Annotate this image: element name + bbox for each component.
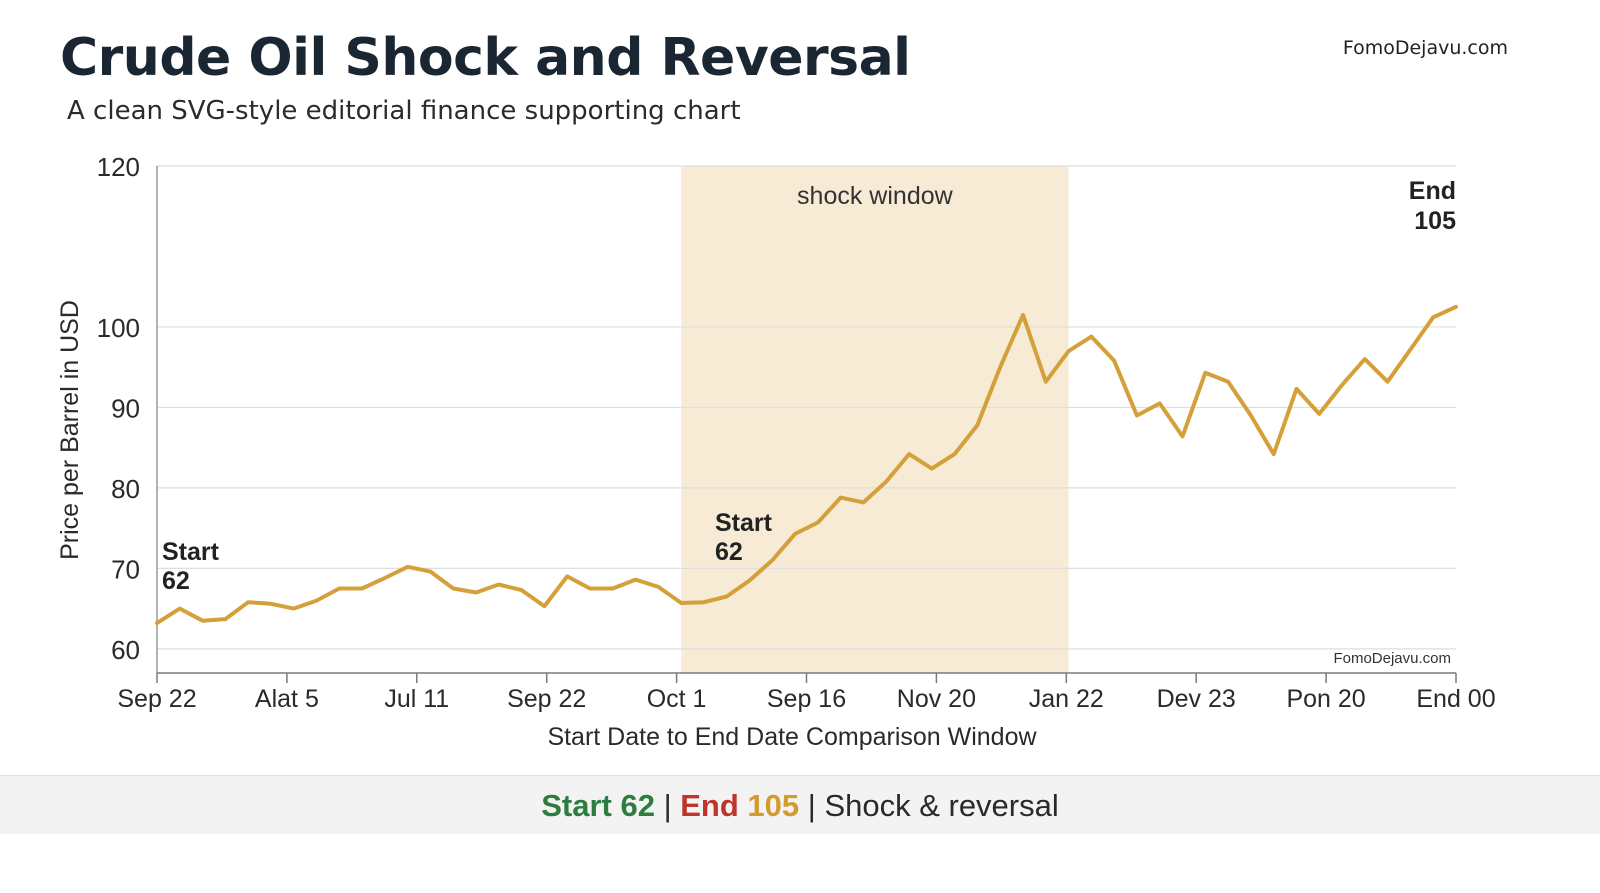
shock-window-region [681, 166, 1069, 673]
annotation-value: 62 [162, 567, 190, 595]
page-subtitle: A clean SVG-style editorial finance supp… [67, 96, 741, 126]
summary-separator: | [654, 788, 681, 823]
annotation-label: Start [715, 509, 773, 537]
line-chart: shock window 60 70 80 90 100 120 Sep 22 Alat 5 J… [56, 152, 1496, 751]
summary-bar [0, 775, 1600, 834]
y-tick-label: 80 [111, 474, 140, 504]
y-tick-label: 120 [97, 152, 140, 182]
shock-window-label: shock window [797, 182, 954, 210]
y-tick-label: 70 [111, 554, 140, 584]
x-tick-label: Alat 5 [255, 685, 319, 713]
x-axis-title: Start Date to End Date Comparison Window [547, 723, 1037, 751]
x-tick-label: Nov 20 [897, 685, 976, 713]
x-tick-label: Jan 22 [1029, 685, 1104, 713]
annotation-label: Start [162, 538, 220, 566]
chart-watermark: FomoDejavu.com [1333, 650, 1451, 667]
page-title: Crude Oil Shock and Reversal [60, 28, 911, 88]
y-axis-title: Price per Barrel in USD [56, 300, 84, 560]
y-tick-label: 100 [97, 313, 140, 343]
summary-note: Shock & reversal [824, 788, 1059, 823]
summary-start: Start 62 [541, 788, 655, 823]
annotation-label: End [1409, 177, 1456, 205]
annotation-value: 105 [1414, 207, 1456, 235]
x-tick-label: Pon 20 [1286, 685, 1365, 713]
x-tick-label: Jul 11 [384, 685, 449, 713]
summary-end-label: End [680, 788, 739, 823]
y-tick-label: 90 [111, 393, 140, 423]
x-tick-label: Sep 16 [767, 685, 846, 713]
x-tick-label: Sep 22 [507, 685, 586, 713]
summary-end-value: 105 [747, 788, 800, 823]
brand-link[interactable]: FomoDejavu.com [1342, 37, 1508, 59]
x-tick-label: Sep 22 [117, 685, 196, 713]
x-tick-label: Dev 23 [1157, 685, 1236, 713]
x-tick-label: Oct 1 [647, 685, 707, 713]
price-line [155, 304, 1458, 626]
x-tick-label: End 00 [1416, 685, 1495, 713]
summary-separator: | [799, 788, 825, 823]
summary-text: Start 62 | End 105 | Shock & reversal [0, 788, 1600, 824]
y-tick-label: 60 [111, 635, 140, 665]
annotation-value: 62 [715, 538, 743, 566]
